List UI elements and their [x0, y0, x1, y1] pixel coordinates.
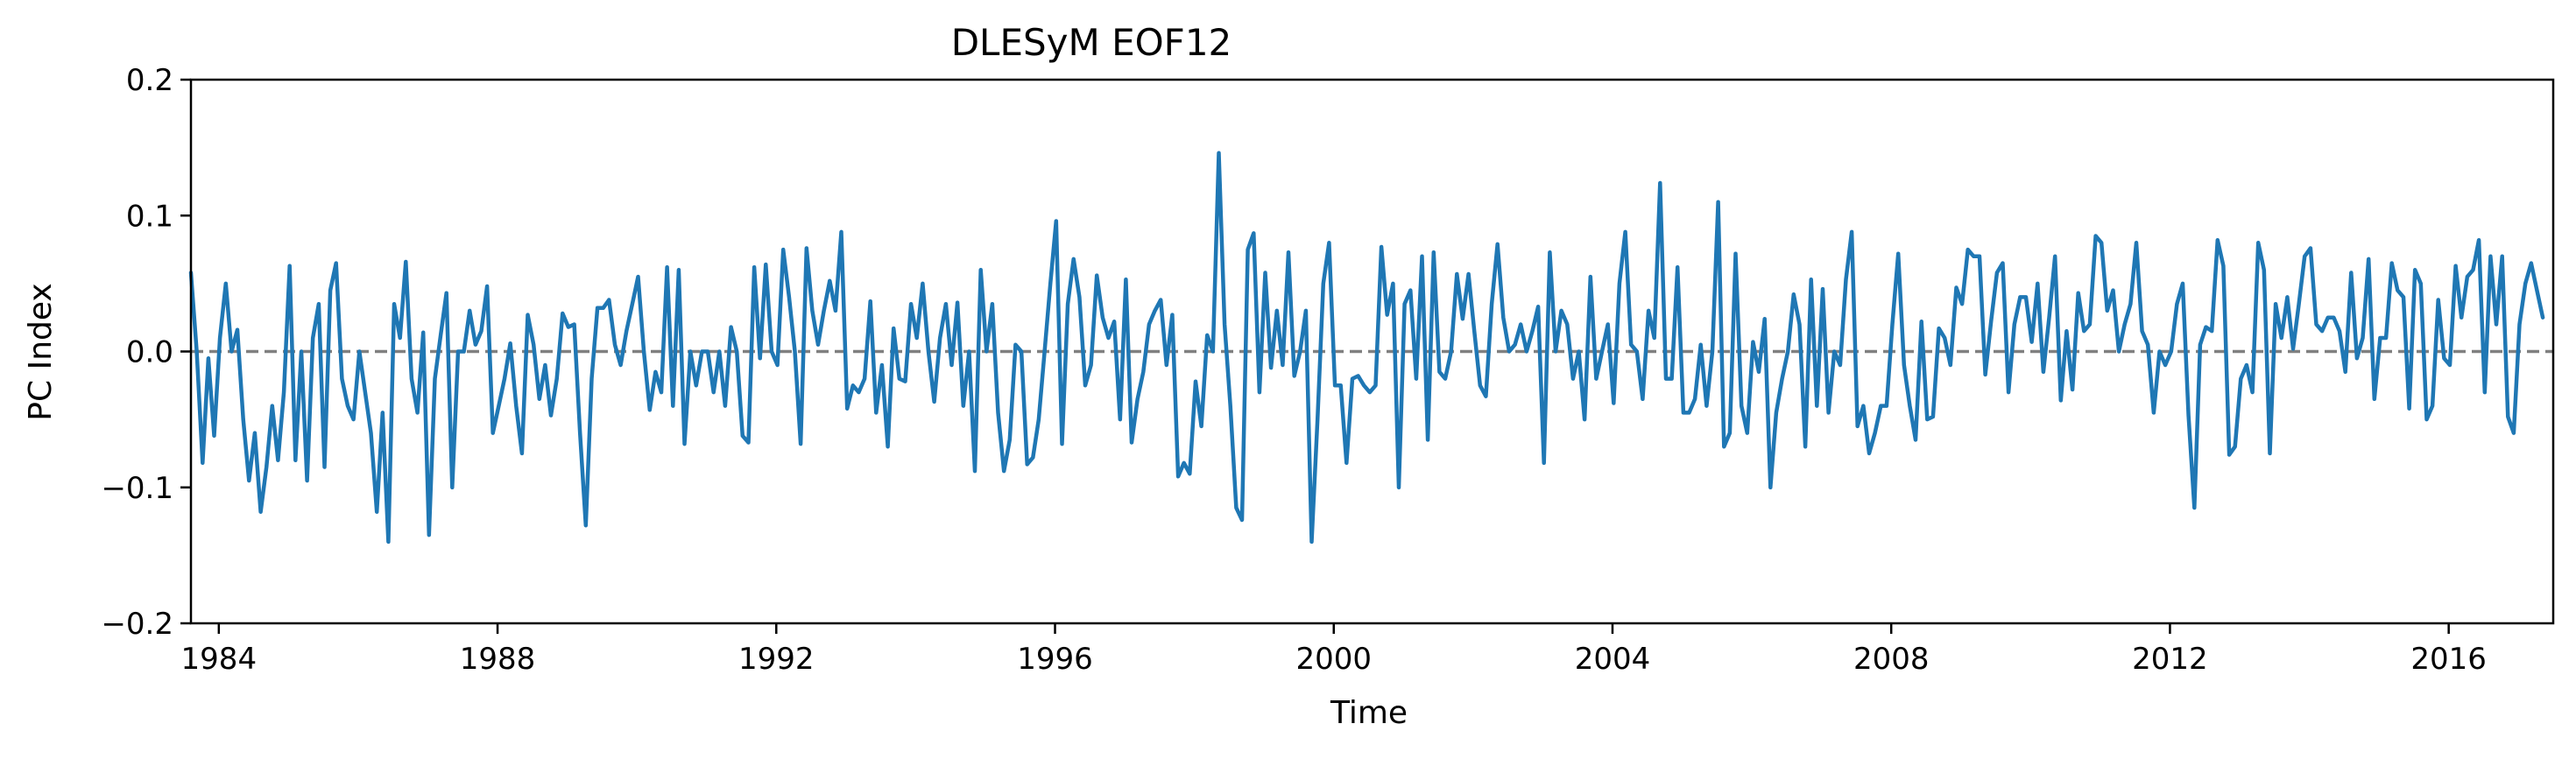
x-tick-label: 2004 — [1575, 642, 1651, 677]
x-tick-label: 2000 — [1295, 642, 1372, 677]
x-tick-label: 2008 — [1853, 642, 1930, 677]
y-tick-label: 0.0 — [126, 335, 173, 370]
y-tick-label: −0.2 — [101, 607, 173, 642]
x-axis-label: Time — [1330, 695, 1408, 731]
plot-area — [188, 151, 2545, 545]
x-tick-label: 1992 — [738, 642, 815, 677]
chart-title: DLESyM EOF12 — [951, 21, 1232, 64]
y-axis-ticks: −0.2 −0.1 0.0 0.1 0.2 — [101, 63, 191, 642]
pc-index-series-line — [188, 151, 2545, 545]
plot-frame — [189, 78, 2555, 625]
x-tick-label: 1988 — [460, 642, 536, 677]
x-tick-label: 2016 — [2410, 642, 2487, 677]
x-tick-label: 2012 — [2132, 642, 2208, 677]
x-tick-label: 1996 — [1017, 642, 1093, 677]
y-tick-label: −0.1 — [101, 471, 173, 506]
y-tick-label: 0.1 — [126, 199, 173, 234]
y-axis-label: PC Index — [23, 283, 59, 420]
y-tick-label: 0.2 — [126, 63, 173, 98]
x-tick-label: 1984 — [181, 642, 258, 677]
x-axis-ticks: 1984 1988 1992 1996 2000 2004 2008 2012 2016 — [181, 623, 2487, 677]
